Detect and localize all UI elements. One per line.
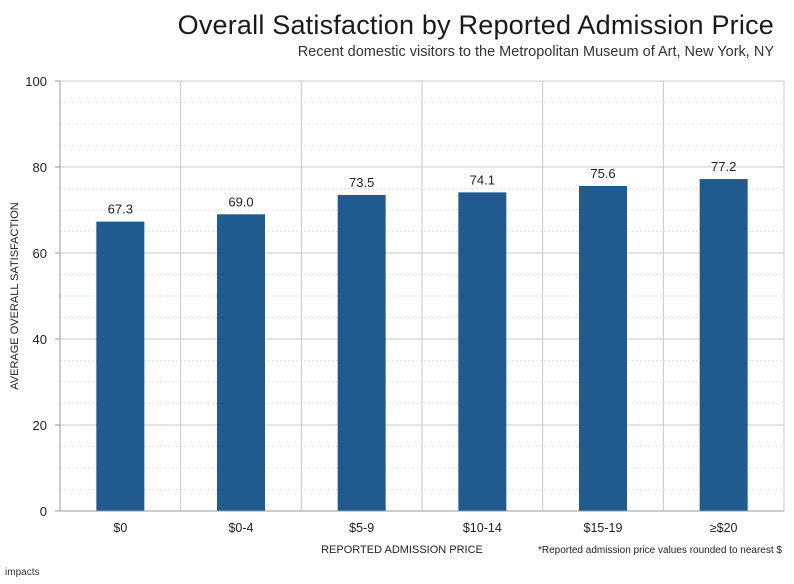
y-axis-label: AVERAGE OVERALL SATISFACTION bbox=[9, 202, 21, 390]
bar bbox=[579, 185, 627, 512]
bar-value-label: 67.3 bbox=[108, 202, 133, 217]
bars bbox=[96, 179, 748, 512]
bar-value-label: 75.6 bbox=[590, 166, 615, 181]
bar bbox=[699, 179, 748, 512]
y-tick-label: 100 bbox=[25, 74, 47, 89]
y-tick-label: 20 bbox=[33, 418, 47, 433]
y-tick-label: 0 bbox=[40, 504, 47, 519]
x-tick-label: $0 bbox=[113, 521, 127, 535]
chart-title: Overall Satisfaction by Reported Admissi… bbox=[177, 10, 774, 40]
value-labels: 67.3 69.0 73.5 74.1 75.6 77.2 bbox=[108, 159, 737, 217]
footnote: *Reported admission price values rounded… bbox=[537, 545, 782, 556]
bar-value-label: 77.2 bbox=[711, 159, 736, 174]
impacts-logo-icon: i bbox=[5, 567, 8, 578]
bar-value-label: 74.1 bbox=[470, 172, 495, 187]
logo-text: mpacts bbox=[7, 567, 40, 578]
bar bbox=[337, 194, 386, 511]
x-tick-label: $5-9 bbox=[349, 521, 374, 535]
bar bbox=[458, 192, 507, 511]
x-tick-label: $15-19 bbox=[584, 521, 623, 535]
y-axis-ticks: 0 20 40 60 80 100 bbox=[25, 74, 60, 519]
x-tick-label: ≥$20 bbox=[710, 521, 738, 535]
bar bbox=[217, 214, 265, 512]
x-tick-label: $10-14 bbox=[463, 521, 502, 535]
y-tick-label: 40 bbox=[33, 332, 47, 347]
impacts-logo: impacts bbox=[5, 567, 39, 578]
bar bbox=[96, 221, 145, 512]
bar-value-label: 73.5 bbox=[349, 175, 374, 190]
y-tick-label: 60 bbox=[33, 246, 47, 261]
bar-value-label: 69.0 bbox=[228, 194, 253, 209]
x-axis-label: REPORTED ADMISSION PRICE bbox=[321, 544, 483, 556]
chart-subtitle: Recent domestic visitors to the Metropol… bbox=[297, 44, 774, 60]
x-tick-label: $0-4 bbox=[228, 521, 253, 535]
y-tick-label: 80 bbox=[33, 160, 47, 175]
category-dividers bbox=[180, 81, 785, 511]
x-axis-ticks: $0 $0-4 $5-9 $10-14 $15-19 ≥$20 bbox=[113, 521, 737, 535]
